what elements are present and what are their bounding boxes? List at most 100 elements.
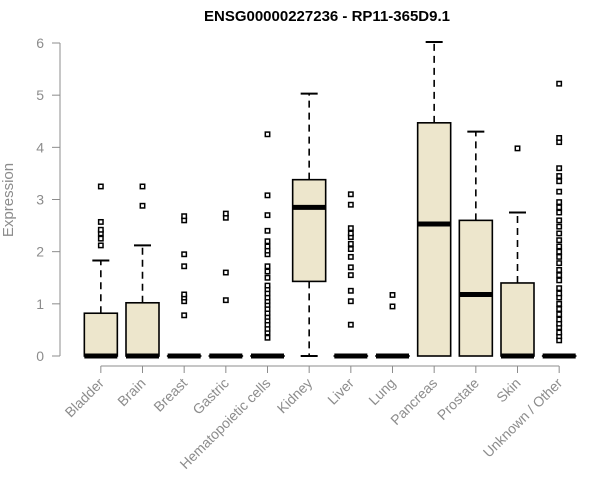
outlier-point (264, 334, 271, 341)
x-tick-label: Liver (324, 375, 357, 408)
outlier-point (556, 209, 563, 216)
outlier-point (139, 183, 146, 190)
outlier-point (556, 300, 563, 307)
outlier-point (222, 210, 229, 217)
x-tick-label: Skin (493, 375, 524, 406)
outlier-point (139, 202, 146, 209)
outlier-point (556, 311, 563, 318)
outlier-point (556, 199, 563, 206)
outlier-point (181, 291, 188, 298)
outlier-point (347, 201, 354, 208)
outlier-point (347, 230, 354, 237)
outlier-point (556, 243, 563, 250)
x-tick-label: Brain (114, 375, 148, 409)
box-group (458, 130, 494, 357)
outlier-point (264, 227, 271, 234)
y-tick-label: 3 (36, 192, 44, 208)
outlier-point (264, 243, 271, 250)
outlier-point (264, 282, 271, 289)
outlier-point (347, 225, 354, 232)
outlier-point (347, 287, 354, 294)
outlier-point (556, 204, 563, 211)
outlier-point (264, 192, 271, 199)
box-group (250, 131, 285, 359)
box-group (291, 92, 327, 357)
outlier-point (97, 226, 104, 233)
outlier-point (181, 263, 188, 270)
outlier-point (556, 277, 563, 284)
outlier-point (264, 238, 271, 245)
outlier-point (389, 292, 396, 298)
box-group (541, 80, 577, 359)
outlier-point (556, 230, 563, 237)
y-tick-label: 5 (36, 87, 44, 103)
x-tick-label: Bladder (62, 375, 108, 421)
y-tick-label: 1 (36, 296, 44, 312)
outlier-point (181, 312, 188, 319)
outlier-point (264, 131, 271, 138)
outlier-point (181, 251, 188, 258)
y-tick-label: 6 (36, 35, 44, 51)
outlier-point (389, 303, 396, 310)
y-tick-label: 0 (36, 348, 44, 364)
box-group (125, 183, 160, 359)
outlier-point (347, 191, 354, 198)
outlier-point (556, 248, 563, 255)
box-group (166, 213, 202, 359)
x-tick-label: Lung (365, 375, 398, 408)
outlier-point (556, 223, 563, 230)
outlier-point (556, 266, 563, 273)
outlier-point (222, 269, 229, 276)
outlier-point (556, 290, 563, 297)
outlier-point (556, 165, 563, 172)
outlier-point (97, 235, 104, 242)
outlier-point (97, 183, 104, 190)
y-tick-label: 2 (36, 244, 44, 260)
outlier-point (556, 306, 563, 313)
box-group (333, 191, 369, 359)
outlier-point (347, 253, 354, 260)
outlier-point (556, 316, 563, 323)
box-group (416, 40, 452, 357)
box-group (208, 210, 244, 359)
x-tick-label: Unknown / Other (480, 375, 566, 461)
box-iqr (83, 312, 119, 357)
chart-title: ENSG00000227236 - RP11-365D9.1 (204, 8, 450, 25)
outlier-point (347, 298, 354, 305)
outlier-point (556, 329, 563, 336)
outlier-point (556, 217, 563, 224)
outlier-point (556, 260, 563, 267)
outlier-point (347, 264, 354, 271)
outlier-point (556, 173, 563, 179)
y-tick-label: 4 (36, 139, 44, 155)
outlier-point (97, 242, 104, 249)
outlier-point (556, 188, 563, 195)
box-group (375, 292, 410, 359)
outlier-point (264, 212, 271, 219)
y-axis: 0 1 2 3 4 5 6 (36, 35, 61, 364)
outlier-point (347, 246, 354, 253)
outlier-point (347, 240, 354, 247)
box-iqr (416, 122, 452, 357)
outlier-point (347, 321, 354, 328)
outlier-point (264, 274, 271, 281)
outlier-point (556, 285, 563, 292)
box-iqr (458, 219, 494, 357)
box-iqr (500, 282, 535, 357)
outlier-point (264, 263, 271, 270)
outlier-point (556, 253, 563, 260)
outlier-point (556, 237, 563, 244)
x-tick-label: Kidney (274, 375, 316, 417)
box-group (500, 145, 535, 359)
x-tick-label: Breast (150, 375, 190, 415)
outlier-point (181, 213, 188, 220)
box-iqr (125, 301, 160, 357)
outlier-point (347, 272, 354, 279)
outlier-point (264, 268, 271, 275)
plot-marks (83, 40, 577, 359)
outlier-point (97, 218, 104, 225)
y-axis-label: Expression (0, 163, 17, 237)
outlier-point (556, 178, 563, 185)
